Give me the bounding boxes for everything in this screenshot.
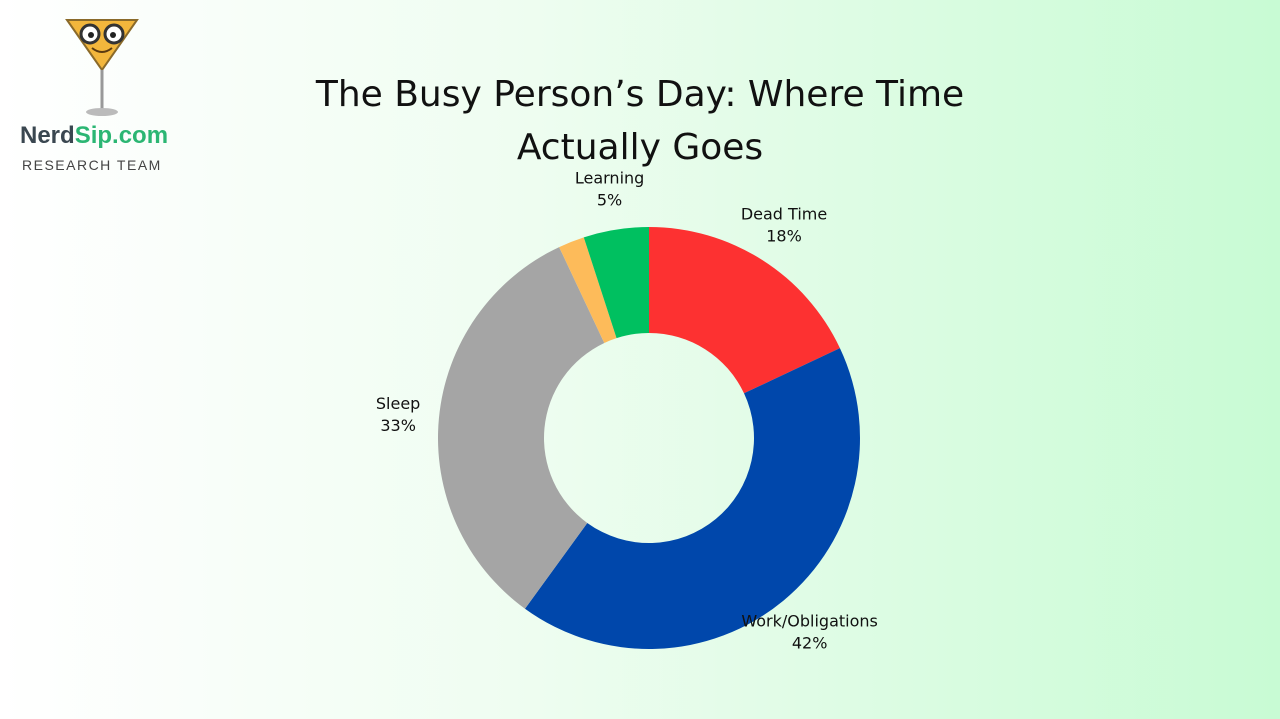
slice-value-label: 18% (766, 227, 802, 246)
logo-subtitle: RESEARCH TEAM (22, 157, 162, 173)
chart-title: The Busy Person’s Day: Where Time Actual… (315, 74, 965, 168)
slice-label: Sleep (376, 394, 420, 413)
slice-value-label: 33% (380, 416, 416, 435)
logo-brand: Nerd (20, 122, 75, 149)
slice-value-label: 42% (792, 634, 828, 653)
slice-value-label: 5% (597, 191, 622, 210)
slice-label: Dead Time (741, 205, 827, 224)
slice-label: Work/Obligations (741, 612, 878, 631)
donut-slice (437, 247, 605, 609)
donut-slice (649, 227, 840, 394)
donut-slice (559, 237, 617, 343)
donut-slice (524, 348, 860, 649)
donut-slice (583, 227, 649, 339)
logo-brand: Sip.com (74, 122, 169, 149)
slice-label: Learning (575, 169, 644, 188)
logo-icon (65, 19, 139, 116)
logo-text: NerdSip.com (20, 122, 168, 150)
